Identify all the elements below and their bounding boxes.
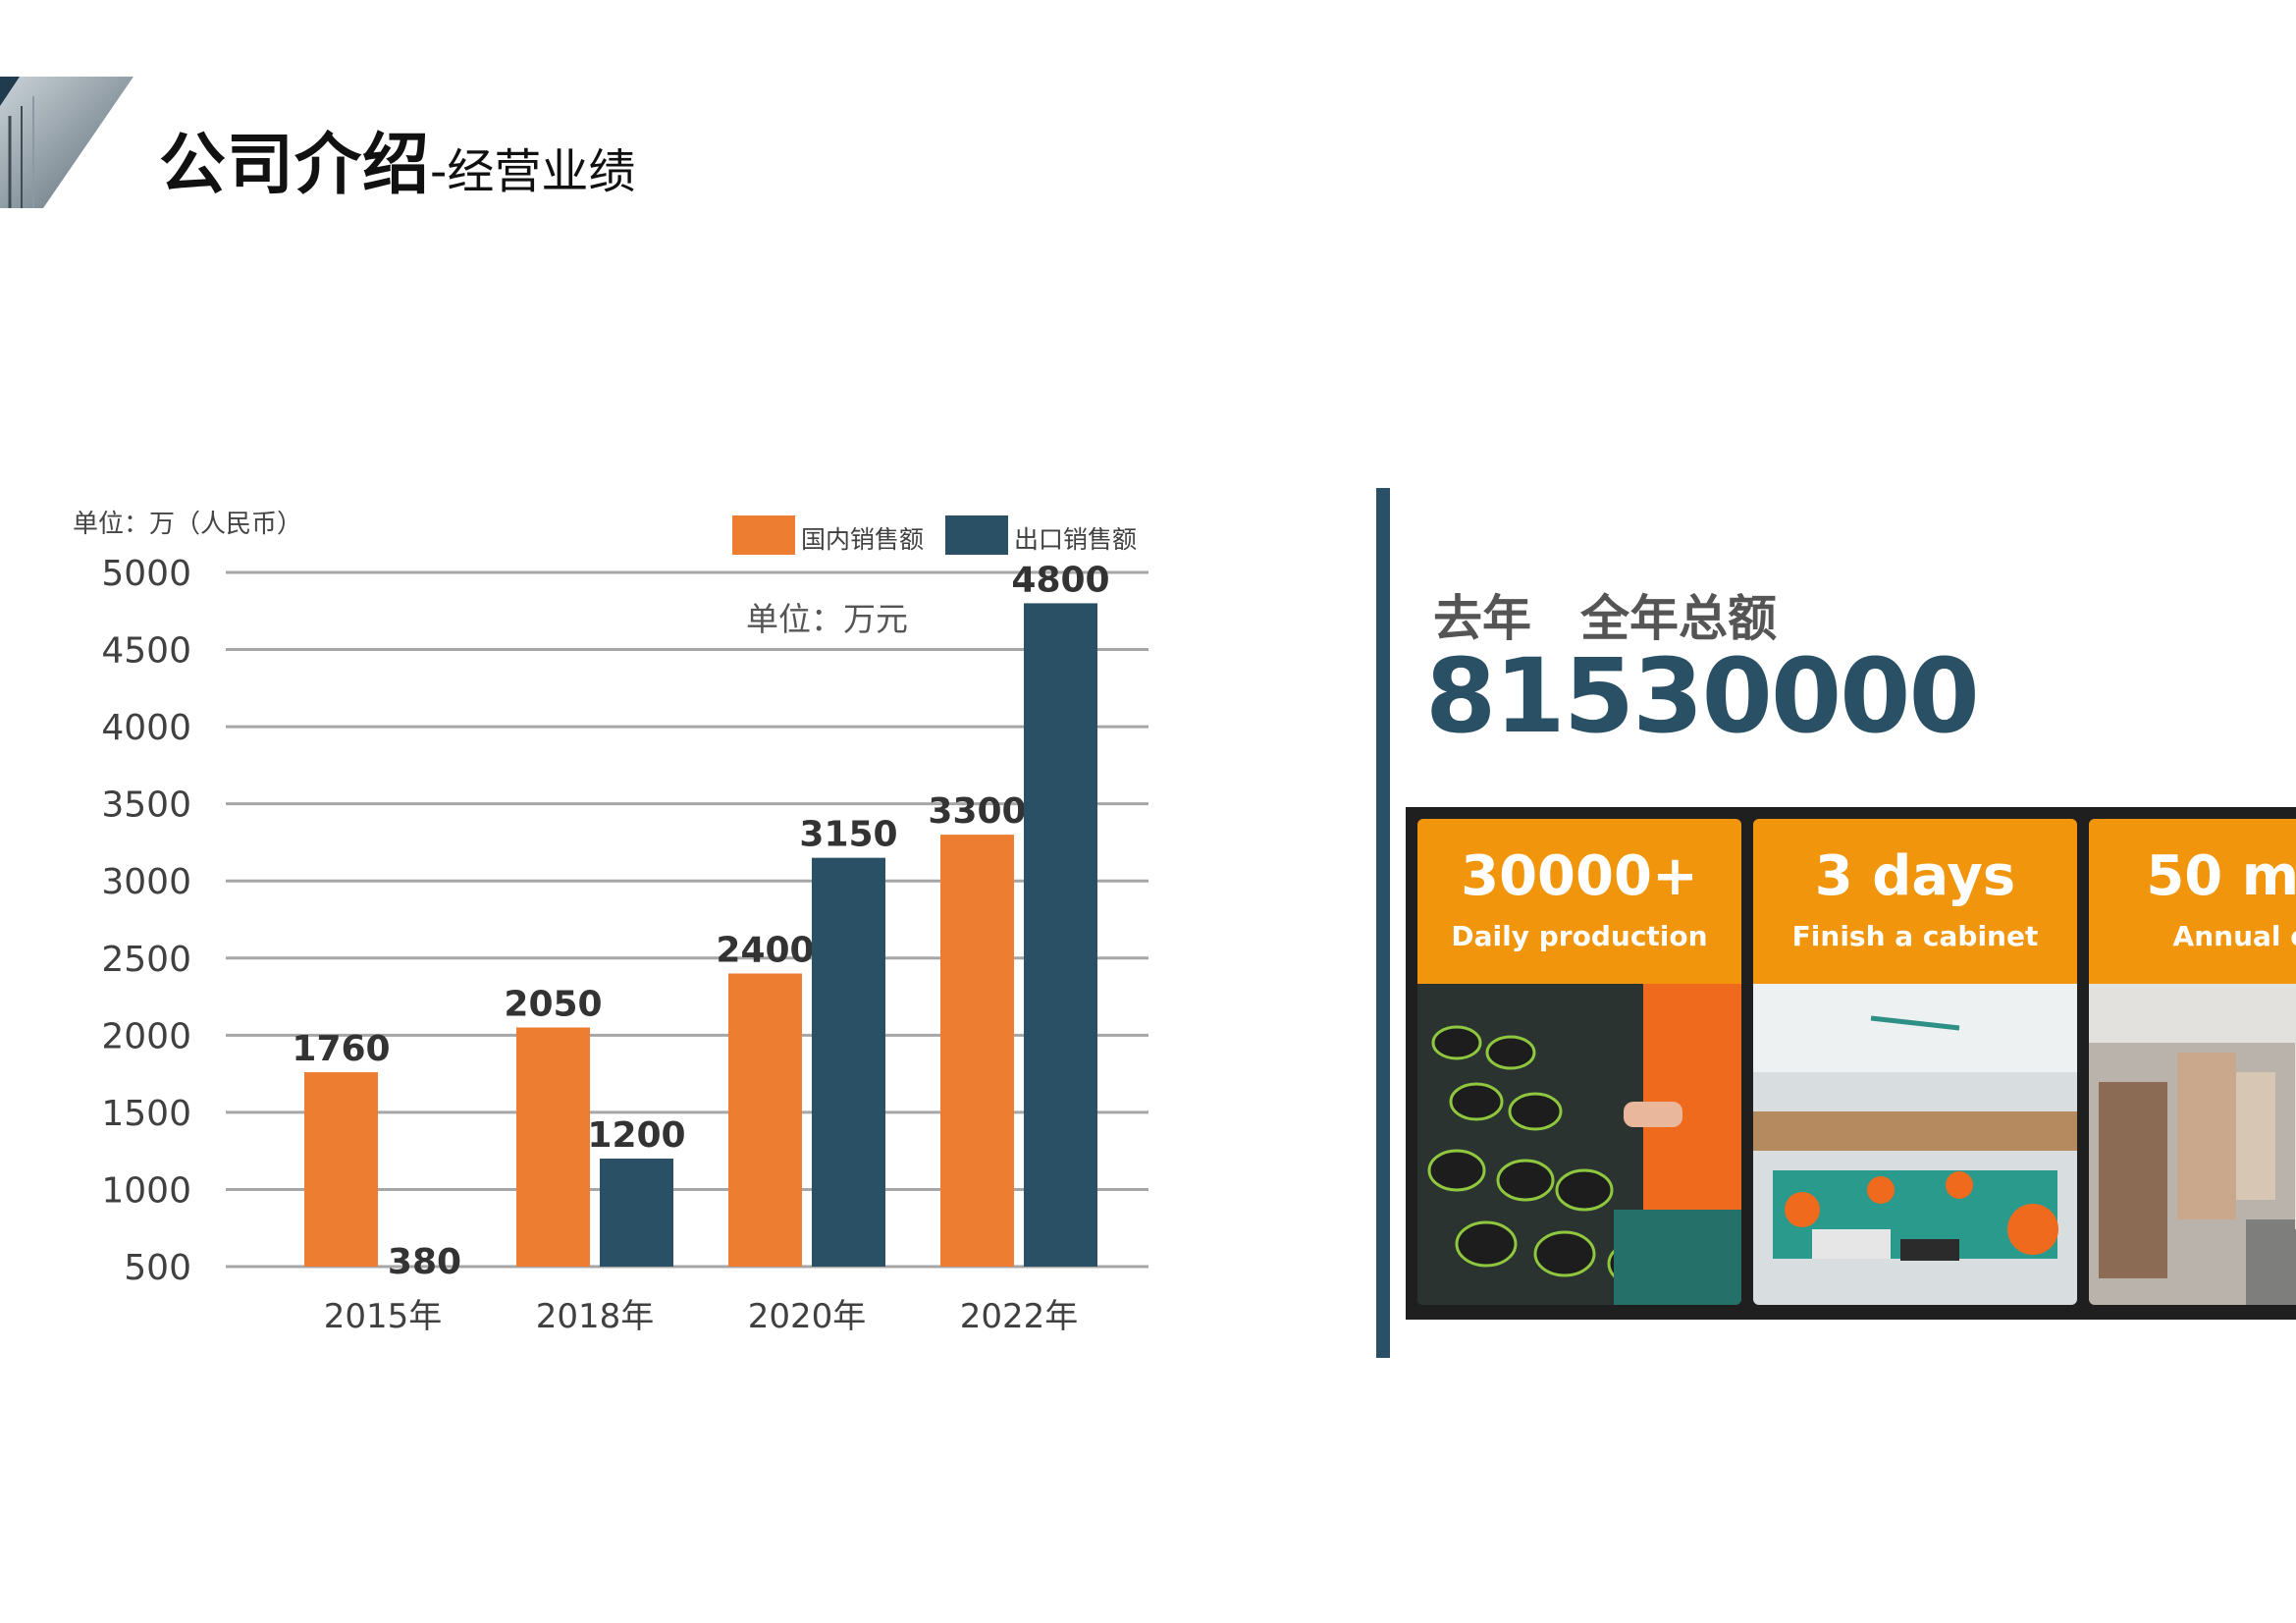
bar-value-label: 1200 [587,1115,685,1156]
bar-value-label: 4800 [1011,560,1109,600]
bar [1024,603,1097,1267]
y-tick-label: 2000 [101,1016,191,1056]
card-annual-output: 50 mill Annual ou [2089,819,2296,1305]
y-tick-label: 1500 [101,1094,191,1134]
chart-unit-label: 单位：万（人民币） [73,510,302,539]
building-logo-icon [0,77,133,208]
y-tick-label: 4000 [101,708,191,748]
sales-chart: 单位：万（人民币） 500 1000 1500 2000 2500 3000 3500 4000… [0,471,1198,1355]
x-tick-label: 2022年 [960,1297,1079,1336]
card-small-text: Annual ou [2172,920,2296,952]
workshop-photo [1753,984,2077,1305]
bar [940,835,1014,1267]
bar-value-label: 3300 [928,791,1026,832]
bar-chart-svg: 单位：万（人民币） 500 1000 1500 2000 2500 3000 3500 4000… [73,510,1148,1336]
y-tick-label: 4500 [101,631,191,672]
bar-value-label: 2050 [504,984,602,1024]
card-small-text: Daily production [1451,920,1708,952]
production-line-photo [1417,984,1741,1305]
total-value: 81530000 [1425,636,1980,756]
total-label: 去年 全年总额 [1433,590,1777,647]
vertical-divider [1376,488,1390,1358]
bar-value-label: 2400 [716,930,814,970]
bar [600,1159,673,1267]
legend-swatch [945,515,1008,555]
bar-value-label: 380 [388,1242,461,1282]
card-big-text: 30000+ [1461,844,1698,908]
bar-value-label: 1760 [292,1029,390,1069]
bar-value-label: 3150 [799,815,897,855]
card-finish-cabinet: 3 days Finish a cabinet [1753,819,2077,1305]
card-daily-production: 30000+ Daily production [1417,819,1741,1305]
y-tick-label: 5000 [101,554,191,594]
y-tick-label: 1000 [101,1170,191,1211]
x-tick-label: 2020年 [748,1297,867,1336]
card-header: 30000+ Daily production [1417,819,1741,984]
bar [812,857,885,1267]
legend-label: 出口销售额 [1014,525,1137,554]
legend-swatch [732,515,795,555]
page-title: 公司介绍 -经营业绩 [159,110,635,204]
warehouse-photo [2089,984,2296,1305]
legend-label: 国内销售额 [801,525,924,554]
factory-photo-strip: 30000+ Daily production 3 days Finish a … [1406,807,2296,1320]
y-tick-label: 500 [124,1248,191,1288]
card-big-text: 50 mill [2146,844,2296,908]
card-small-text: Finish a cabinet [1791,920,2039,952]
bar [728,973,802,1267]
card-big-text: 3 days [1814,844,2016,908]
y-tick-label: 3000 [101,862,191,902]
bar [304,1072,378,1267]
y-tick-label: 2500 [101,940,191,980]
bar [516,1027,590,1267]
page-title-sub: -经营业绩 [430,144,636,199]
card-header: 3 days Finish a cabinet [1753,819,2077,984]
x-tick-label: 2018年 [536,1297,655,1336]
chart-inner-unit-label: 单位：万元 [746,600,908,638]
card-header: 50 mill Annual ou [2089,819,2296,984]
y-tick-label: 3500 [101,785,191,826]
x-tick-label: 2015年 [324,1297,443,1336]
page-title-main: 公司介绍 [159,127,431,204]
